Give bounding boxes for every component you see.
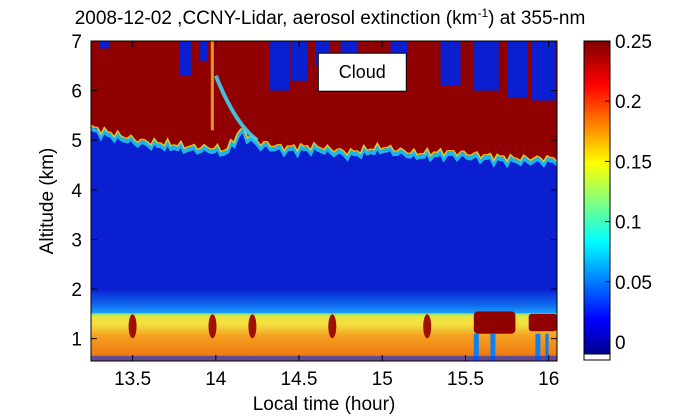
y-tick-label: 6: [71, 82, 82, 103]
colorbar-tick-label: 0.15: [615, 152, 652, 173]
y-tick-label: 2: [71, 280, 82, 301]
surface-noise-band: [91, 356, 557, 361]
colorbar-tick-label: 0.2: [615, 92, 641, 113]
chart-title: 2008-12-02 ,CCNY-Lidar, aerosol extincti…: [75, 6, 586, 29]
colorbar-nodata-swatch: [583, 353, 611, 361]
x-axis: 13.5 14 14.5 15 15.5 16: [114, 41, 559, 390]
cloud-base-edge: [91, 126, 557, 169]
boundary-layer-peak: [128, 314, 137, 339]
data-gap-column: [490, 333, 496, 361]
cloud-gap-column: [269, 41, 290, 91]
x-tick-label: 15: [372, 369, 393, 390]
elevated-aerosol-layer-right: [528, 313, 557, 332]
cloud-base-edge-inner: [91, 124, 557, 163]
cloud-gap-column: [199, 41, 208, 61]
data-gap-column: [535, 333, 541, 361]
x-axis-label: Local time (hour): [253, 394, 396, 415]
y-tick-label: 5: [71, 131, 82, 152]
chart-title-superscript: -1: [477, 6, 488, 20]
cloud-gap-column: [507, 41, 528, 99]
y-tick-label: 1: [71, 330, 82, 351]
boundary-layer-peak: [208, 314, 217, 339]
y-axis: 1 2 3 4 5 6 7: [71, 32, 557, 351]
colorbar-tick-label: 0: [615, 333, 626, 354]
colorbar-tick-label: 0.25: [615, 32, 652, 53]
boundary-layer-peak: [248, 314, 257, 339]
colorbar-tick-label: 0.1: [615, 213, 641, 234]
y-tick-label: 4: [71, 181, 82, 202]
x-tick-label: 13.5: [114, 369, 151, 390]
haze-layer: [91, 289, 557, 316]
cloud-gap-column: [440, 41, 461, 86]
colorbar: [583, 40, 611, 355]
boundary-layer-peak: [423, 314, 432, 339]
cloud-gap-column: [532, 41, 556, 101]
chart-title-suffix: ) at 355-nm: [488, 8, 585, 29]
cloud-descending-streak: [213, 74, 259, 142]
x-tick-label: 14.5: [281, 369, 318, 390]
x-tick-label: 15.5: [447, 369, 484, 390]
cloud-streak-vertical: [210, 41, 214, 131]
plot-area: [91, 41, 557, 361]
plot-frame: [90, 40, 558, 362]
data-gaps: [91, 333, 557, 361]
chart-title-text: 2008-12-02 ,CCNY-Lidar, aerosol extincti…: [75, 8, 478, 29]
data-gap-column: [545, 333, 549, 361]
data-gap-column: [473, 333, 479, 361]
cloud-gap-column: [99, 41, 110, 49]
cloud-gap-column: [179, 41, 191, 76]
x-tick-label: 16: [538, 369, 559, 390]
colorbar-tick-label: 0.05: [615, 273, 652, 294]
x-tick-label: 14: [205, 369, 227, 390]
elevated-aerosol-layer: [473, 311, 516, 334]
colorbar-axis: 0 0.05 0.1 0.15 0.2 0.25: [605, 32, 652, 354]
boundary-layer-peak: [328, 314, 337, 339]
cloud-annotation: Cloud: [339, 62, 386, 82]
y-tick-label: 3: [71, 230, 82, 251]
boundary-layer-peaks: [128, 311, 557, 339]
y-tick-label: 7: [71, 32, 82, 53]
cloud-gap-column: [290, 41, 308, 81]
y-axis-label: Altitude (km): [37, 148, 58, 255]
cloud-annotation-box: [317, 52, 407, 92]
cloud-gap-column: [473, 41, 499, 91]
boundary-layer-top-band: [91, 313, 557, 318]
